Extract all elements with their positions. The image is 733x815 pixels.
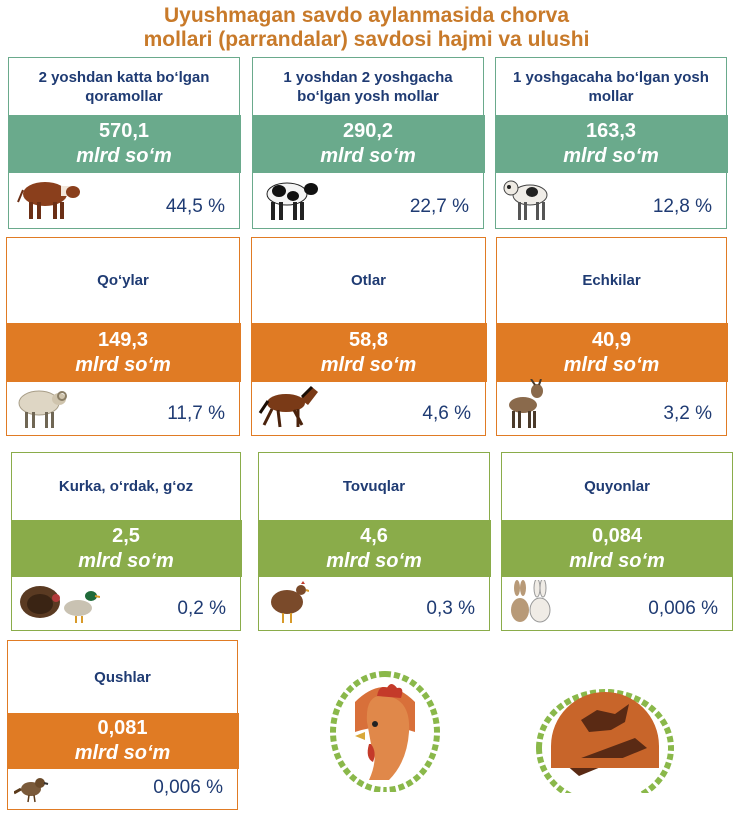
- card-share: 22,7 %: [409, 196, 469, 217]
- card-young-under-1y: 1 yoshgacaha bo‘lgan yosh mollar 163,3 m…: [494, 57, 728, 229]
- card-label: Echkilar: [582, 272, 641, 289]
- card-value-band: 2,5 mlrd so‘m: [10, 520, 242, 577]
- card-share: 4,6 %: [422, 403, 471, 424]
- card-value-band: 149,3 mlrd so‘m: [5, 323, 241, 382]
- card-unit: mlrd so‘m: [569, 549, 665, 572]
- card-turkey-duck-goose: Kurka, o‘rdak, g‘oz 2,5 mlrd so‘m 0,2 %: [10, 452, 242, 631]
- card-value: 2,5: [112, 524, 140, 547]
- card-cattle-over-2y: 2 yoshdan katta bo‘lgan qoramollar 570,1…: [7, 57, 241, 229]
- card-unit: mlrd so‘m: [326, 549, 422, 572]
- card-value: 4,6: [360, 524, 388, 547]
- card-unit: mlrd so‘m: [563, 353, 660, 376]
- card-value: 163,3: [585, 120, 637, 142]
- card-value: 0,084: [591, 524, 643, 547]
- card-value-band: 4,6 mlrd so‘m: [257, 520, 491, 577]
- cattle-logo-icon: [536, 689, 674, 793]
- sparrow-icon: [14, 778, 49, 803]
- card-label: Qushlar: [94, 668, 151, 686]
- card-label: Tovuqlar: [342, 478, 406, 495]
- card-label: Quyonlar: [584, 478, 650, 495]
- card-unit: mlrd so‘m: [563, 145, 659, 167]
- hen-icon: [271, 581, 309, 623]
- card-horses: Otlar 58,8 mlrd so‘m 4,6 %: [250, 237, 487, 436]
- card-unit: mlrd so‘m: [320, 145, 416, 167]
- card-label: 2 yoshdan katta bo‘lgan qoramollar: [38, 68, 210, 105]
- card-young-1-2y: 1 yoshdan 2 yoshgacha bo‘lgan yosh molla…: [251, 57, 485, 229]
- card-label: Qo‘ylar: [97, 272, 149, 289]
- calf-icon: [503, 180, 548, 220]
- card-value-band: 570,1 mlrd so‘m: [7, 115, 241, 173]
- page-title: Uyushmagan savdo aylanmasida chorva moll…: [0, 4, 733, 52]
- card-label: Kurka, o‘rdak, g‘oz: [58, 478, 194, 495]
- card-value: 290,2: [342, 120, 394, 142]
- title-line-1: Uyushmagan savdo aylanmasida chorva: [164, 4, 569, 27]
- card-value-band: 290,2 mlrd so‘m: [251, 115, 485, 173]
- sheep-icon: [18, 390, 67, 428]
- card-label: 1 yoshdan 2 yoshgacha bo‘lgan yosh molla…: [283, 68, 453, 105]
- goat-icon: [509, 379, 543, 428]
- rooster-logo-icon: [330, 671, 440, 792]
- card-chickens: Tovuqlar 4,6 mlrd so‘m 0,3 %: [257, 452, 491, 631]
- card-value: 58,8: [349, 328, 388, 351]
- card-share: 0,006 %: [153, 777, 223, 798]
- rabbit-icon: [511, 580, 551, 623]
- card-label: 1 yoshgacaha bo‘lgan yosh mollar: [513, 68, 709, 105]
- turkey-duck-icon: [20, 586, 100, 623]
- card-value-band: 58,8 mlrd so‘m: [250, 323, 487, 382]
- card-value-band: 0,081 mlrd so‘m: [6, 713, 239, 769]
- card-share: 44,5 %: [165, 196, 225, 217]
- card-share: 0,2 %: [177, 598, 226, 619]
- card-share: 3,2 %: [663, 403, 712, 424]
- card-unit: mlrd so‘m: [320, 353, 417, 376]
- card-rabbits: Quyonlar 0,084 mlrd so‘m 0,006 %: [500, 452, 733, 631]
- card-value: 149,3: [97, 328, 149, 351]
- card-goats: Echkilar 40,9 mlrd so‘m 3,2 %: [495, 237, 728, 436]
- card-value: 570,1: [98, 120, 150, 142]
- card-label: Otlar: [350, 272, 386, 289]
- card-sheep: Qo‘ylar 149,3 mlrd so‘m 11,7 %: [5, 237, 241, 436]
- card-unit: mlrd so‘m: [78, 549, 174, 572]
- card-value-band: 40,9 mlrd so‘m: [495, 323, 728, 382]
- card-share: 0,006 %: [648, 598, 718, 619]
- horse-icon: [258, 385, 318, 428]
- card-share: 0,3 %: [426, 598, 475, 619]
- card-unit: mlrd so‘m: [75, 353, 171, 376]
- title-line-2: mollari (parrandalar) savdosi hajmi va u…: [143, 28, 590, 51]
- card-value: 40,9: [592, 328, 631, 351]
- card-unit: mlrd so‘m: [76, 145, 172, 167]
- card-birds: Qushlar 0,081 mlrd so‘m 0,006 %: [6, 640, 239, 810]
- bull-icon: [17, 182, 80, 219]
- card-value: 0,081: [97, 717, 148, 739]
- card-value-band: 163,3 mlrd so‘m: [494, 115, 728, 173]
- card-unit: mlrd so‘m: [74, 742, 171, 764]
- card-share: 11,7 %: [167, 403, 225, 424]
- card-share: 12,8 %: [652, 196, 712, 217]
- card-value-band: 0,084 mlrd so‘m: [500, 520, 733, 577]
- cow-icon: [266, 182, 318, 220]
